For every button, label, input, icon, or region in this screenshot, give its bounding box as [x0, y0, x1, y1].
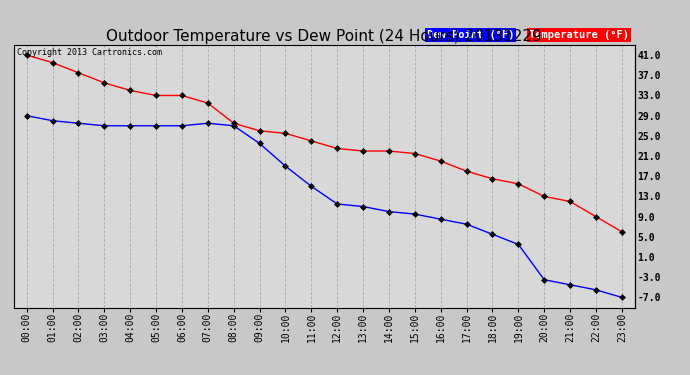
Text: Dew Point (°F): Dew Point (°F) — [427, 30, 514, 40]
Text: Copyright 2013 Cartronics.com: Copyright 2013 Cartronics.com — [17, 48, 162, 57]
Text: Temperature (°F): Temperature (°F) — [529, 30, 629, 40]
Title: Outdoor Temperature vs Dew Point (24 Hours) 20131229: Outdoor Temperature vs Dew Point (24 Hou… — [106, 29, 542, 44]
